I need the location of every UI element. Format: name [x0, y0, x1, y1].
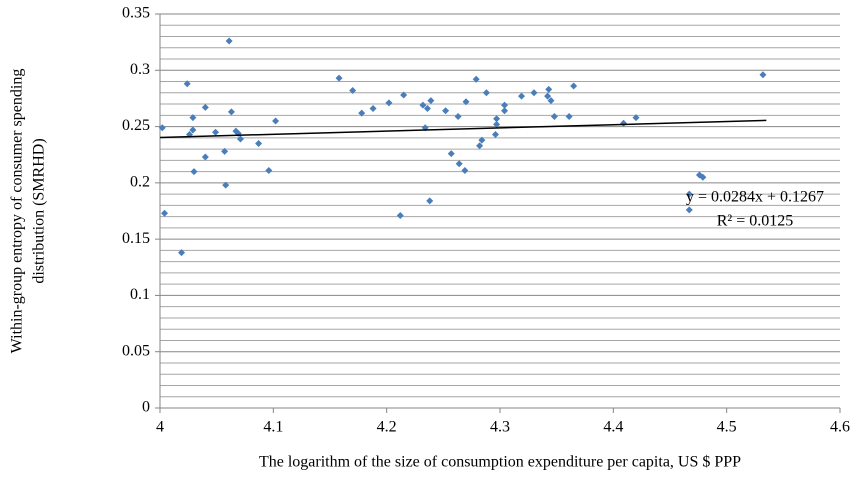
- point: [493, 115, 501, 123]
- point: [349, 87, 357, 95]
- point: [178, 249, 186, 257]
- point: [685, 206, 693, 214]
- point: [491, 130, 499, 138]
- point: [222, 181, 230, 189]
- y-tick-label: 0: [142, 399, 150, 416]
- point: [565, 112, 573, 120]
- point: [183, 80, 191, 88]
- point: [272, 117, 280, 125]
- point: [447, 150, 455, 158]
- point: [427, 97, 435, 105]
- point: [419, 101, 427, 109]
- x-tick-label: 4.3: [490, 419, 510, 436]
- x-tick-label: 4.5: [717, 419, 737, 436]
- point: [255, 139, 263, 147]
- point: [570, 82, 578, 90]
- point: [501, 107, 509, 115]
- x-tick-label: 4.1: [263, 419, 283, 436]
- point: [201, 103, 209, 111]
- point: [369, 105, 377, 113]
- point: [227, 108, 235, 116]
- trend-r2: R² = 0.0125: [717, 213, 794, 230]
- point: [158, 124, 166, 132]
- point: [759, 71, 767, 79]
- point: [385, 99, 393, 107]
- point: [482, 89, 490, 97]
- point: [530, 89, 538, 97]
- x-tick-label: 4.2: [377, 419, 397, 436]
- point: [396, 212, 404, 220]
- point: [221, 147, 229, 155]
- point: [518, 92, 526, 100]
- y-axis-label: distribution (SMRHD): [31, 138, 48, 283]
- y-axis-label: Within-group entropy of consumer spendin…: [9, 69, 26, 354]
- y-tick-label: 0.35: [122, 5, 150, 22]
- point: [189, 114, 197, 122]
- point: [550, 112, 558, 120]
- trendline: [159, 119, 767, 139]
- point: [236, 135, 244, 143]
- point: [225, 37, 233, 45]
- point: [161, 209, 169, 217]
- point: [455, 160, 463, 168]
- point: [212, 128, 220, 136]
- point: [189, 126, 197, 134]
- point: [190, 168, 198, 176]
- point: [685, 190, 693, 198]
- x-axis-label: The logarithm of the size of consumption…: [259, 454, 741, 471]
- point: [335, 74, 343, 82]
- x-tick-label: 4: [156, 419, 164, 436]
- y-tick-label: 0.2: [130, 174, 150, 191]
- point: [699, 173, 707, 181]
- point: [545, 85, 553, 93]
- y-tick-label: 0.05: [122, 342, 150, 359]
- point: [454, 112, 462, 120]
- point: [478, 136, 486, 144]
- x-tick-label: 4.6: [830, 419, 850, 436]
- x-tick-label: 4.4: [603, 419, 623, 436]
- point: [462, 98, 470, 106]
- point: [442, 107, 450, 115]
- point: [547, 97, 555, 105]
- point: [544, 92, 552, 100]
- point: [476, 142, 484, 150]
- y-tick-label: 0.3: [130, 61, 150, 78]
- point: [472, 75, 480, 83]
- point: [400, 91, 408, 99]
- y-tick-label: 0.1: [130, 286, 150, 303]
- point: [632, 114, 640, 122]
- point: [265, 166, 273, 174]
- point: [423, 105, 431, 113]
- point: [461, 166, 469, 174]
- point: [201, 153, 209, 161]
- point: [501, 101, 509, 109]
- point: [358, 109, 366, 117]
- y-tick-label: 0.25: [122, 117, 150, 134]
- y-tick-label: 0.15: [122, 230, 150, 247]
- point: [426, 197, 434, 205]
- point: [493, 120, 501, 128]
- trend-equation: y = 0.0284x + 0.1267: [686, 189, 824, 206]
- point: [620, 119, 628, 127]
